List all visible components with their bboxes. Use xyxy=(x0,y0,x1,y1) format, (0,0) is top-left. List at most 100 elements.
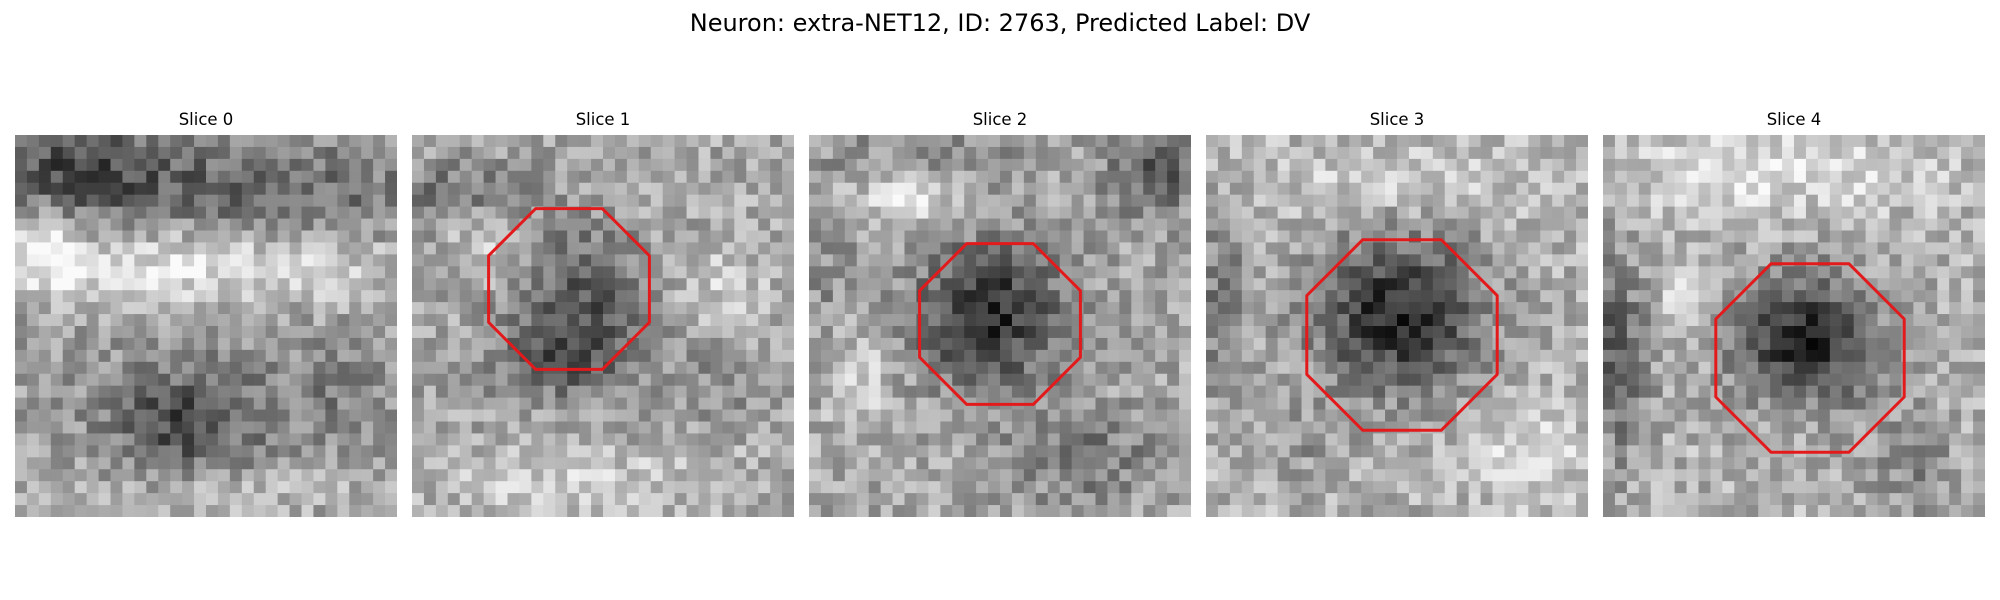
image-pixel xyxy=(892,278,905,291)
image-pixel xyxy=(1746,194,1759,208)
image-pixel xyxy=(579,290,592,303)
image-pixel xyxy=(1540,182,1553,196)
image-pixel xyxy=(206,409,219,422)
image-pixel xyxy=(1361,505,1374,517)
image-pixel xyxy=(868,314,882,327)
image-pixel xyxy=(579,481,592,494)
image-pixel xyxy=(591,146,604,160)
image-pixel xyxy=(868,146,882,160)
image-pixel xyxy=(856,135,870,148)
image-pixel xyxy=(904,254,917,267)
image-pixel xyxy=(1179,170,1191,184)
image-pixel xyxy=(1829,385,1843,399)
image-pixel xyxy=(1638,337,1652,351)
image-pixel xyxy=(916,481,929,494)
image-pixel xyxy=(1540,266,1553,279)
image-pixel xyxy=(1480,326,1493,339)
image-pixel xyxy=(349,278,362,291)
slice-image xyxy=(412,135,794,517)
image-pixel xyxy=(1734,278,1747,291)
image-pixel xyxy=(206,302,219,315)
image-pixel xyxy=(325,361,338,375)
image-pixel xyxy=(110,445,123,458)
image-pixel xyxy=(1805,337,1819,351)
image-pixel xyxy=(62,337,76,351)
image-pixel xyxy=(1131,361,1144,375)
image-pixel xyxy=(809,349,822,363)
image-pixel xyxy=(1035,445,1049,458)
image-pixel xyxy=(15,481,28,494)
image-pixel xyxy=(74,170,88,184)
image-pixel xyxy=(1179,457,1191,470)
image-pixel xyxy=(217,361,231,375)
image-pixel xyxy=(301,266,314,279)
image-pixel xyxy=(1265,206,1279,219)
image-pixel xyxy=(1143,278,1156,291)
image-pixel xyxy=(1710,278,1723,291)
image-pixel xyxy=(1540,158,1553,172)
image-pixel xyxy=(98,361,111,375)
image-pixel xyxy=(1432,218,1446,231)
image-pixel xyxy=(337,421,350,434)
image-pixel xyxy=(1119,146,1132,160)
image-pixel xyxy=(868,158,882,172)
image-pixel xyxy=(38,481,52,494)
image-pixel xyxy=(158,266,171,279)
image-pixel xyxy=(1131,445,1144,458)
image-pixel xyxy=(1650,170,1664,184)
image-pixel xyxy=(603,349,616,363)
image-pixel xyxy=(1289,314,1302,327)
image-pixel xyxy=(301,314,314,327)
image-pixel xyxy=(62,302,76,315)
image-pixel xyxy=(1468,337,1481,351)
image-pixel xyxy=(782,254,794,267)
image-pixel xyxy=(337,182,350,196)
image-pixel xyxy=(1155,505,1168,517)
image-pixel xyxy=(483,457,496,470)
image-pixel xyxy=(1408,146,1422,160)
image-pixel xyxy=(1253,361,1267,375)
image-pixel xyxy=(710,242,723,255)
image-pixel xyxy=(507,290,520,303)
image-pixel xyxy=(435,182,449,196)
image-pixel xyxy=(603,266,616,279)
image-pixel xyxy=(1638,266,1652,279)
image-pixel xyxy=(1155,135,1168,148)
image-pixel xyxy=(770,433,783,446)
image-pixel xyxy=(253,505,267,517)
image-pixel xyxy=(38,146,52,160)
image-pixel xyxy=(301,218,314,231)
image-pixel xyxy=(373,349,386,363)
image-pixel xyxy=(916,182,929,196)
image-pixel xyxy=(349,254,362,267)
image-pixel xyxy=(1325,409,1338,422)
image-pixel xyxy=(1023,266,1037,279)
image-pixel xyxy=(952,469,965,482)
image-pixel xyxy=(459,230,473,243)
image-pixel xyxy=(880,242,893,255)
image-pixel xyxy=(650,505,664,517)
image-pixel xyxy=(698,146,711,160)
image-pixel xyxy=(1650,326,1664,339)
image-pixel xyxy=(964,158,977,172)
image-pixel xyxy=(1662,290,1676,303)
image-pixel xyxy=(626,254,640,267)
image-pixel xyxy=(1552,146,1565,160)
image-pixel xyxy=(1746,314,1759,327)
image-pixel xyxy=(770,170,783,184)
image-pixel xyxy=(182,457,195,470)
image-pixel xyxy=(698,373,711,387)
image-pixel xyxy=(277,445,290,458)
image-pixel xyxy=(26,194,40,208)
image-pixel xyxy=(1361,349,1374,363)
image-pixel xyxy=(1107,254,1120,267)
image-pixel xyxy=(1504,206,1517,219)
image-pixel xyxy=(519,278,532,291)
image-pixel xyxy=(1420,182,1434,196)
image-pixel xyxy=(1167,206,1180,219)
image-pixel xyxy=(1805,266,1819,279)
image-pixel xyxy=(892,206,905,219)
image-pixel xyxy=(1603,158,1616,172)
image-pixel xyxy=(361,433,374,446)
image-pixel xyxy=(603,505,616,517)
